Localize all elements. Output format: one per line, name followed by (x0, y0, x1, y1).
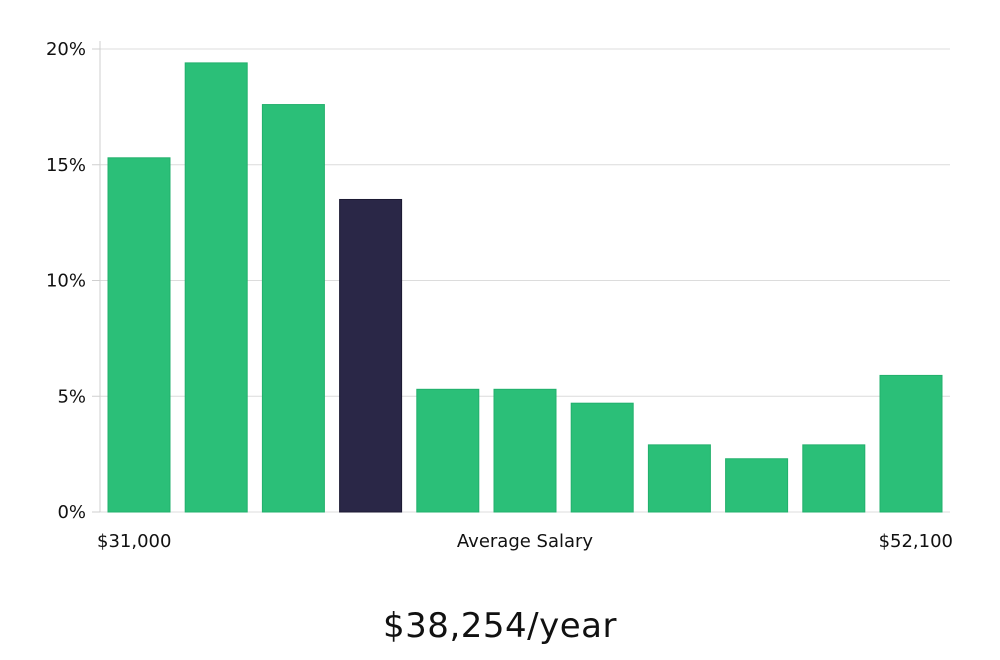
y-tick-label: 5% (57, 386, 86, 407)
bar (570, 402, 634, 513)
bars (107, 62, 943, 513)
y-tick-label: 0% (57, 502, 86, 523)
bar (802, 444, 866, 513)
average-salary-value: $38,254/year (383, 606, 617, 646)
y-tick-label: 15% (46, 155, 86, 176)
x-axis-title: Average Salary (457, 531, 594, 552)
y-tick-label: 10% (46, 271, 86, 292)
bar (416, 388, 480, 513)
x-start-label: $31,000 (97, 531, 171, 552)
bar (184, 62, 248, 513)
y-tick-label: 20% (46, 39, 86, 60)
bar (647, 444, 711, 513)
y-axis: 0% 5% 10% 15% 20% (46, 39, 101, 523)
bar (879, 374, 943, 513)
bar (725, 458, 789, 513)
bar (261, 104, 325, 513)
bar (493, 388, 557, 513)
x-end-label: $52,100 (879, 531, 953, 552)
bar (107, 157, 171, 513)
salary-histogram-chart: 0% 5% 10% 15% 20% $31,000 Average Salary $52… (46, 39, 953, 552)
bar-highlighted (339, 198, 403, 513)
